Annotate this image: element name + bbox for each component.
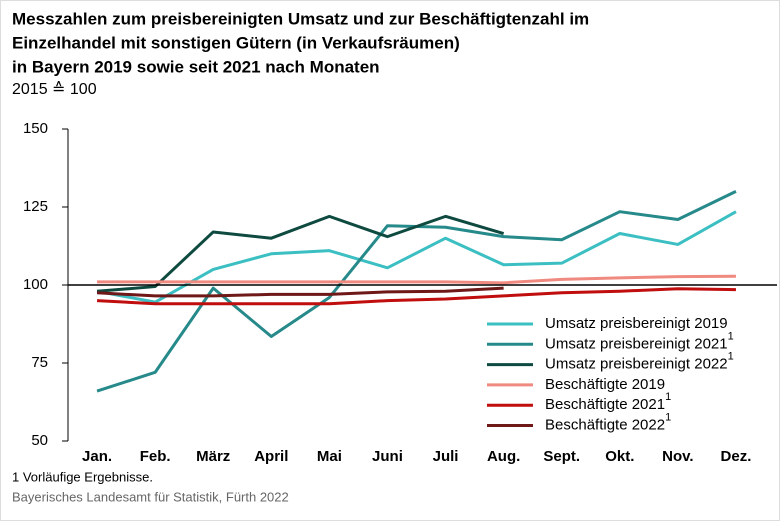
x-tick-label: Dez. [721,448,752,465]
x-tick-label: Feb. [140,448,171,465]
x-tick-label: April [254,448,288,465]
y-tick-label: 125 [23,198,48,215]
legend-name: Umsatz preisbereinigt 2019 [545,315,728,332]
legend-label: Umsatz preisbereinigt 20211 [545,330,734,352]
legend-note: 1 [728,351,734,363]
x-tick-label: Sept. [543,448,580,465]
y-tick-label: 75 [31,354,48,371]
x-tick-label: Aug. [487,448,520,465]
legend-label: Beschäftigte 20211 [545,391,671,413]
x-tick-label: Juni [372,448,403,465]
legend-label: Umsatz preisbereinigt 20221 [545,351,734,373]
x-tick-label: Juli [433,448,459,465]
legend-name: Beschäftigte 2019 [545,376,665,393]
y-tick-label: 150 [23,120,48,137]
chart-title: in Bayern 2019 sowie seit 2021 nach Mona… [12,57,380,76]
x-tick-label: Jan. [82,448,112,465]
legend-name: Beschäftigte 2022 [545,416,665,433]
x-tick-label: Nov. [662,448,693,465]
legend-note: 1 [728,330,734,342]
y-tick-label: 50 [31,432,48,449]
line [96,214,505,293]
legend-label: Beschäftigte 2019 [545,376,665,393]
legend-name: Umsatz preisbereinigt 2021 [545,335,728,352]
source: Bayerisches Landesamt für Statistik, Für… [12,489,289,504]
legend-label: Beschäftigte 20221 [545,411,671,433]
legend-note: 1 [665,391,671,403]
line [96,287,736,306]
x-tick-label: März [196,448,230,465]
subtitle: 2015 ≙ 100 [12,81,97,98]
legend-label: Umsatz preisbereinigt 2019 [545,315,728,332]
legend-name: Beschäftigte 2021 [545,396,665,413]
y-tick-label: 100 [23,276,48,293]
chart-title: Einzelhandel mit sonstigen Gütern (in Ve… [12,33,460,52]
chart-title: Messzahlen zum preisbereinigten Umsatz u… [12,9,589,28]
line [96,210,737,304]
x-tick-label: Okt. [605,448,634,465]
legend-name: Umsatz preisbereinigt 2022 [545,356,728,373]
line [96,286,504,298]
footnote: 1 Vorläufige Ergebnisse. [12,469,153,484]
legend-note: 1 [665,411,671,423]
line [97,274,736,285]
x-tick-label: Mai [317,448,342,465]
